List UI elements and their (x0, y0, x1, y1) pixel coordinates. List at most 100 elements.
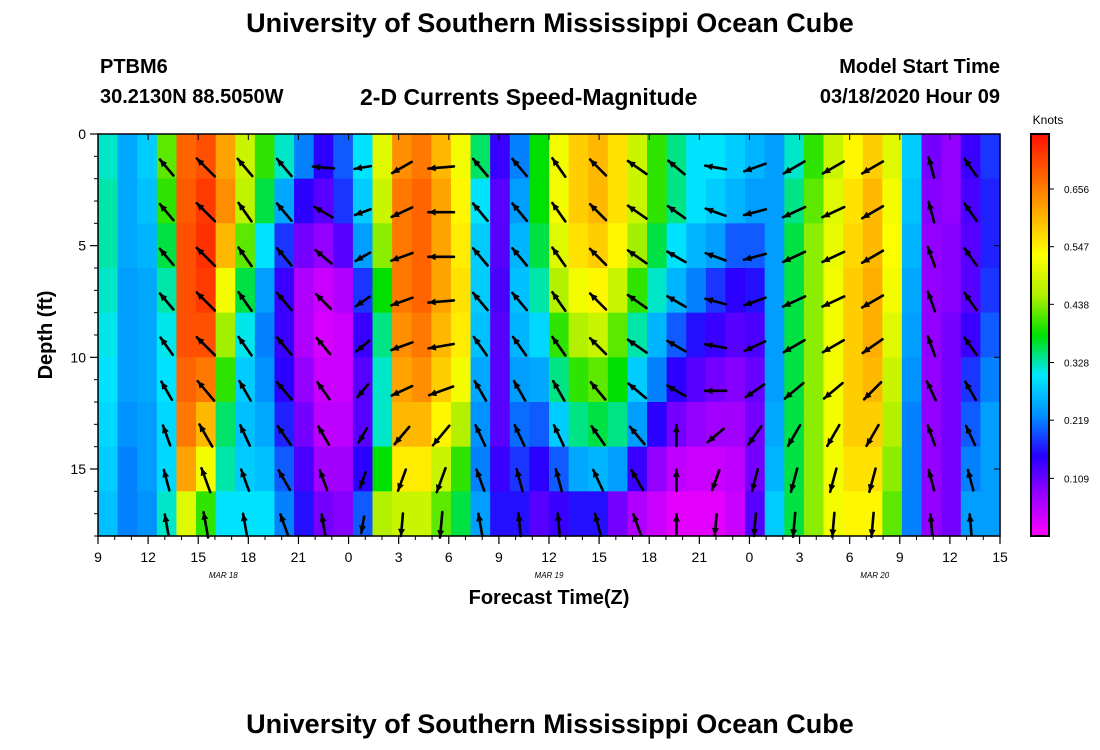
heatmap-cell (294, 268, 315, 314)
current-vector (865, 423, 880, 448)
heatmap-cell (941, 178, 962, 224)
heatmap-cell (627, 134, 648, 180)
heatmap-cell (333, 134, 354, 180)
heatmap-cell (686, 223, 707, 269)
heatmap-cell (137, 223, 158, 269)
heatmap-cell (882, 178, 903, 224)
heatmap-cell (980, 357, 1001, 403)
heatmap-cell (588, 268, 609, 314)
heatmap-cell (784, 357, 805, 403)
heatmap-cell (392, 268, 413, 314)
station-coords: 30.2130N 88.5050W (100, 86, 284, 108)
heatmap-cell (921, 268, 942, 314)
heatmap-cell (490, 491, 511, 537)
station-id: PTBM6 (100, 56, 168, 78)
heatmap-cell (333, 491, 354, 537)
heatmap-cell (784, 312, 805, 358)
current-vector (782, 160, 806, 175)
heatmap-cell (352, 134, 374, 180)
current-vector (786, 423, 802, 448)
current-vector (927, 468, 936, 492)
current-vector (590, 424, 606, 447)
current-vector (589, 380, 607, 401)
current-vector (789, 467, 799, 494)
heatmap-cell (235, 491, 256, 537)
heatmap-cell (568, 134, 589, 180)
heatmap-cell (784, 268, 805, 314)
heatmap-cell (470, 446, 491, 492)
heatmap-cell (647, 134, 668, 180)
heatmap-cell (117, 134, 138, 180)
current-vector (476, 512, 484, 538)
heatmap-cell (333, 223, 354, 269)
heatmap-cell (725, 446, 746, 492)
heatmap-cell (215, 268, 236, 314)
heatmap-cell (156, 178, 178, 224)
heatmap-cell (843, 402, 864, 448)
x-tick-label: 0 (345, 549, 353, 565)
heatmap-cell (568, 491, 589, 537)
heatmap-cell (823, 446, 844, 492)
current-vector (927, 156, 936, 179)
heatmap-cell (725, 134, 746, 180)
current-vector (471, 246, 489, 267)
x-tick-label: 0 (746, 549, 754, 565)
current-vector (821, 295, 846, 308)
current-vector (313, 205, 334, 219)
heatmap-cell (215, 223, 236, 269)
heatmap-cell (431, 178, 452, 224)
heatmap-cell (137, 134, 158, 180)
current-vector (195, 201, 217, 223)
heatmap-cell (588, 491, 609, 537)
current-vector (927, 513, 935, 537)
heatmap-cell (686, 134, 707, 180)
x-tick-label: 3 (395, 549, 403, 565)
heatmap-cell (117, 491, 138, 537)
heatmap-cell (941, 268, 962, 314)
heatmap-cell (156, 134, 178, 180)
heatmap-cell (686, 446, 707, 492)
current-vector (868, 511, 876, 539)
heatmap-cell (980, 178, 1001, 224)
current-vector (632, 512, 643, 537)
current-vector (666, 204, 687, 220)
heatmap-cell (196, 357, 217, 403)
heatmap-cell (627, 446, 648, 492)
heatmap-cell (254, 312, 276, 358)
heatmap-cell (941, 402, 962, 448)
current-vector (821, 205, 846, 219)
heatmap-cell (549, 223, 570, 269)
heatmap-cell (254, 491, 276, 537)
current-vector (427, 253, 456, 261)
x-tick-label: 12 (942, 549, 958, 565)
heatmap-cell (313, 357, 334, 403)
heatmap-cell (725, 312, 746, 358)
current-vector (925, 379, 938, 402)
current-vector (354, 251, 372, 263)
heatmap-cell (274, 446, 295, 492)
current-vector (790, 511, 798, 539)
heatmap-cell (549, 134, 570, 180)
heatmap-cell (647, 491, 668, 537)
heatmap-cell (745, 268, 766, 314)
heatmap-cell (450, 491, 472, 537)
heatmap-cell (352, 312, 374, 358)
current-vector (319, 513, 327, 537)
heatmap-cell (901, 134, 923, 180)
current-vector (666, 384, 687, 398)
heatmap-cell (137, 357, 158, 403)
heatmap-cell (117, 402, 138, 448)
heatmap-cell (117, 312, 138, 358)
current-vector (551, 157, 567, 178)
heatmap-cell (372, 223, 393, 269)
x-tick-label: 18 (641, 549, 657, 565)
current-vector (158, 202, 175, 222)
heatmap-cell (980, 446, 1001, 492)
heatmap-cell (803, 357, 825, 403)
colorbar-tick-label: 0.438 (1064, 300, 1089, 311)
current-vector (354, 295, 371, 308)
current-vector (626, 159, 648, 176)
heatmap-cell (98, 357, 119, 403)
heatmap-cell (862, 446, 883, 492)
heatmap-cell (568, 312, 589, 358)
